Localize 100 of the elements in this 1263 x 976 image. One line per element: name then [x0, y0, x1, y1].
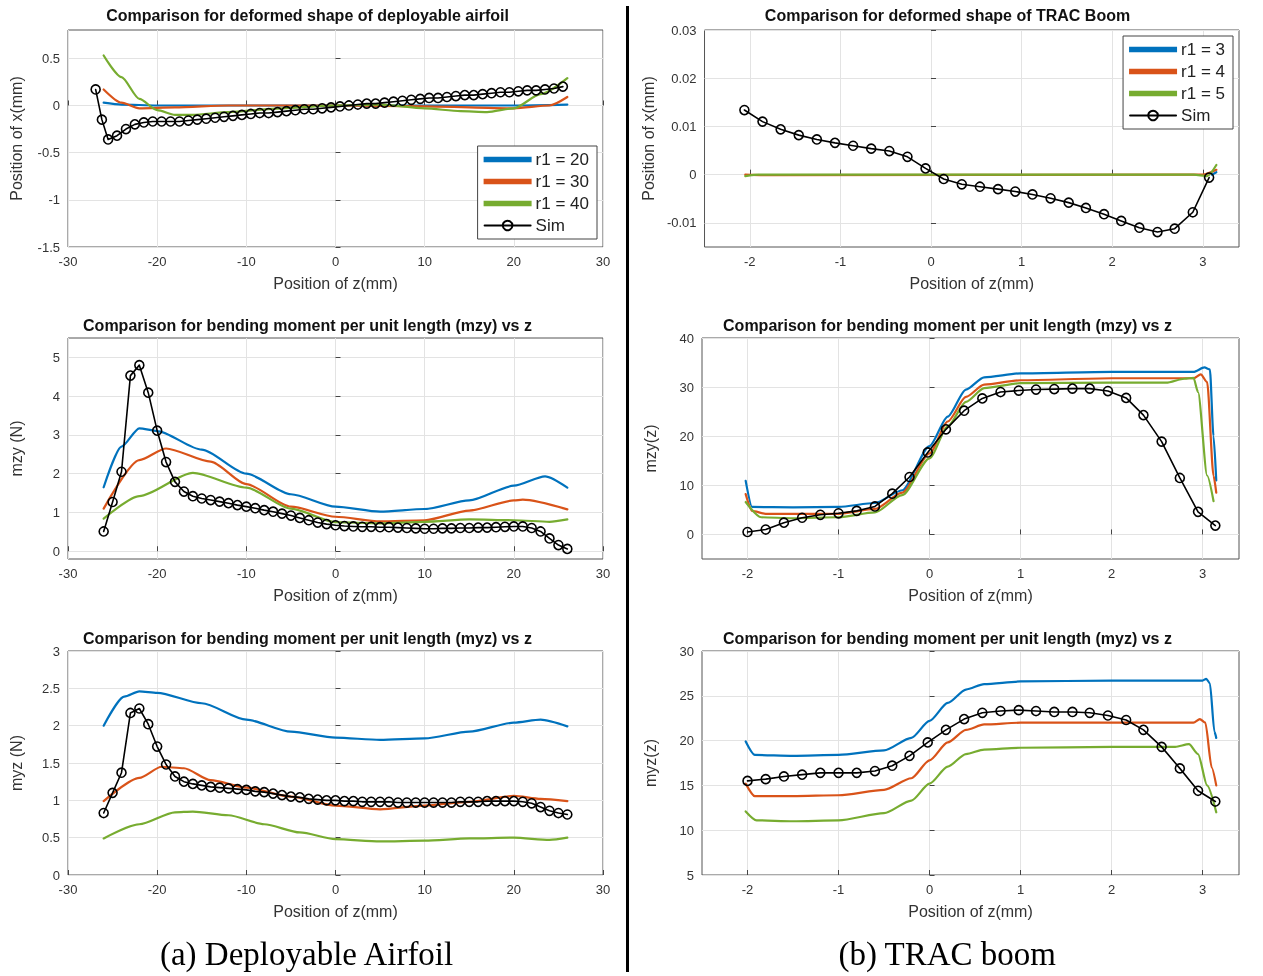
x-tick-label: -20: [147, 882, 167, 897]
y-tick-label: 0.03: [671, 22, 697, 38]
y-axis-title: mzy (N): [7, 420, 25, 477]
y-axis-title: myz (N): [7, 735, 25, 791]
y-tick-label: 0.02: [671, 70, 697, 86]
y-tick-label: 0: [52, 867, 60, 883]
x-tick-label: -30: [58, 566, 78, 581]
y-tick-label: 0.5: [41, 50, 60, 66]
x-axis-title: Position of z(mm): [273, 902, 398, 920]
y-tick-label: 1.5: [41, 755, 60, 771]
y-tick-label: 5: [686, 867, 694, 883]
chart-title: Comparison for deformed shape of deployable airfoil: [106, 6, 509, 24]
y-tick-label: 3: [52, 643, 60, 659]
legend-label: r1 = 3: [1181, 40, 1226, 59]
y-tick-label: 2: [52, 718, 60, 734]
x-tick-label: -2: [741, 566, 754, 581]
y-axis-title: mzy(z): [641, 424, 659, 473]
y-tick-label: 1: [52, 792, 60, 808]
chart-title: Comparison for bending moment per unit length (mzy) vs z: [723, 316, 1172, 334]
x-tick-label: 0: [331, 566, 340, 581]
x-tick-label: -2: [744, 254, 756, 269]
legend-label: r1 = 40: [535, 194, 590, 213]
text: (a) Deployable Airfoil: [159, 935, 454, 973]
x-tick-label: 0: [331, 882, 340, 897]
y-tick-label: 0: [52, 97, 60, 113]
y-axis-title: myz(z): [641, 739, 659, 787]
chart-title: Comparison for deformed shape of TRAC Boom: [764, 6, 1131, 24]
legend-label: r1 = 4: [1181, 62, 1226, 81]
y-tick-label: 20: [679, 428, 694, 444]
x-tick-label: 10: [417, 882, 432, 897]
x-tick-label: -10: [236, 566, 256, 581]
x-tick-label: 2: [1108, 254, 1116, 269]
chart-title: Comparison for bending moment per unit length (mzy) vs z: [83, 316, 532, 334]
x-tick-label: 0: [331, 254, 340, 269]
y-tick-label: 30: [679, 379, 694, 395]
x-tick-label: -1: [834, 254, 847, 269]
y-tick-label: 2: [52, 466, 60, 482]
x-axis-title: Position of z(mm): [273, 274, 398, 292]
legend-label: Sim: [535, 216, 565, 235]
x-tick-label: -20: [147, 566, 167, 581]
x-tick-label: 10: [417, 254, 432, 269]
chart-title: Comparison for bending moment per unit length (myz) vs z: [723, 629, 1172, 647]
y-tick-label: -1: [48, 192, 60, 208]
x-axis-title: Position of z(mm): [273, 586, 398, 604]
y-tick-label: -0.01: [666, 215, 697, 231]
x-axis-title: Position of z(mm): [908, 902, 1033, 920]
y-tick-label: 3: [52, 427, 60, 443]
y-tick-label: 0.01: [671, 118, 697, 134]
y-tick-label: 10: [679, 477, 694, 493]
y-tick-label: 15: [679, 777, 694, 793]
y-axis-title: Position of x(mm): [7, 76, 25, 201]
x-tick-label: 1: [1016, 566, 1025, 581]
text: (b) TRAC boom: [838, 935, 1057, 973]
x-tick-label: -30: [58, 254, 78, 269]
y-tick-label: 10: [679, 822, 694, 838]
legend-label: r1 = 30: [535, 172, 590, 191]
x-tick-label: -10: [236, 254, 256, 269]
legend-label: r1 = 5: [1181, 84, 1226, 103]
y-tick-label: -1.5: [37, 239, 60, 255]
x-tick-label: 20: [506, 882, 522, 897]
x-tick-label: 30: [595, 566, 611, 581]
y-tick-label: -0.5: [37, 145, 60, 161]
y-tick-label: 40: [679, 330, 694, 346]
legend-label: r1 = 20: [535, 150, 590, 169]
x-axis-title: Position of z(mm): [908, 586, 1033, 604]
y-tick-label: 20: [679, 733, 694, 749]
chart-title: Comparison for bending moment per unit length (myz) vs z: [83, 629, 532, 647]
x-tick-label: -1: [832, 566, 845, 581]
x-tick-label: -30: [58, 882, 78, 897]
x-tick-label: 20: [506, 566, 522, 581]
x-tick-label: 0: [927, 254, 935, 269]
y-tick-label: 0: [686, 526, 694, 542]
y-axis-title: Position of x(mm): [639, 76, 657, 201]
x-tick-label: 20: [506, 254, 522, 269]
x-tick-label: 30: [595, 254, 611, 269]
x-tick-label: 2: [1107, 882, 1116, 897]
y-tick-label: 30: [679, 643, 694, 659]
y-tick-label: 25: [679, 688, 694, 704]
x-tick-label: 1: [1017, 254, 1026, 269]
y-tick-label: 1: [52, 504, 60, 520]
y-tick-label: 5: [52, 349, 60, 365]
x-axis-title: Position of z(mm): [909, 274, 1034, 292]
x-tick-label: 3: [1198, 882, 1207, 897]
x-tick-label: -20: [147, 254, 167, 269]
y-tick-label: 4: [52, 388, 60, 404]
legend-label: Sim: [1181, 106, 1211, 125]
x-tick-label: 0: [925, 882, 934, 897]
x-tick-label: -10: [236, 882, 256, 897]
x-tick-label: 3: [1199, 254, 1207, 269]
x-tick-label: 0: [925, 566, 934, 581]
x-tick-label: 1: [1016, 882, 1025, 897]
x-tick-label: 30: [595, 882, 611, 897]
y-tick-label: 0: [52, 543, 60, 559]
x-tick-label: -1: [832, 882, 845, 897]
y-tick-label: 0.5: [41, 830, 60, 846]
x-tick-label: -2: [741, 882, 754, 897]
x-tick-label: 10: [417, 566, 432, 581]
y-tick-label: 0: [689, 167, 697, 183]
x-tick-label: 3: [1198, 566, 1207, 581]
y-tick-label: 2.5: [41, 680, 60, 696]
